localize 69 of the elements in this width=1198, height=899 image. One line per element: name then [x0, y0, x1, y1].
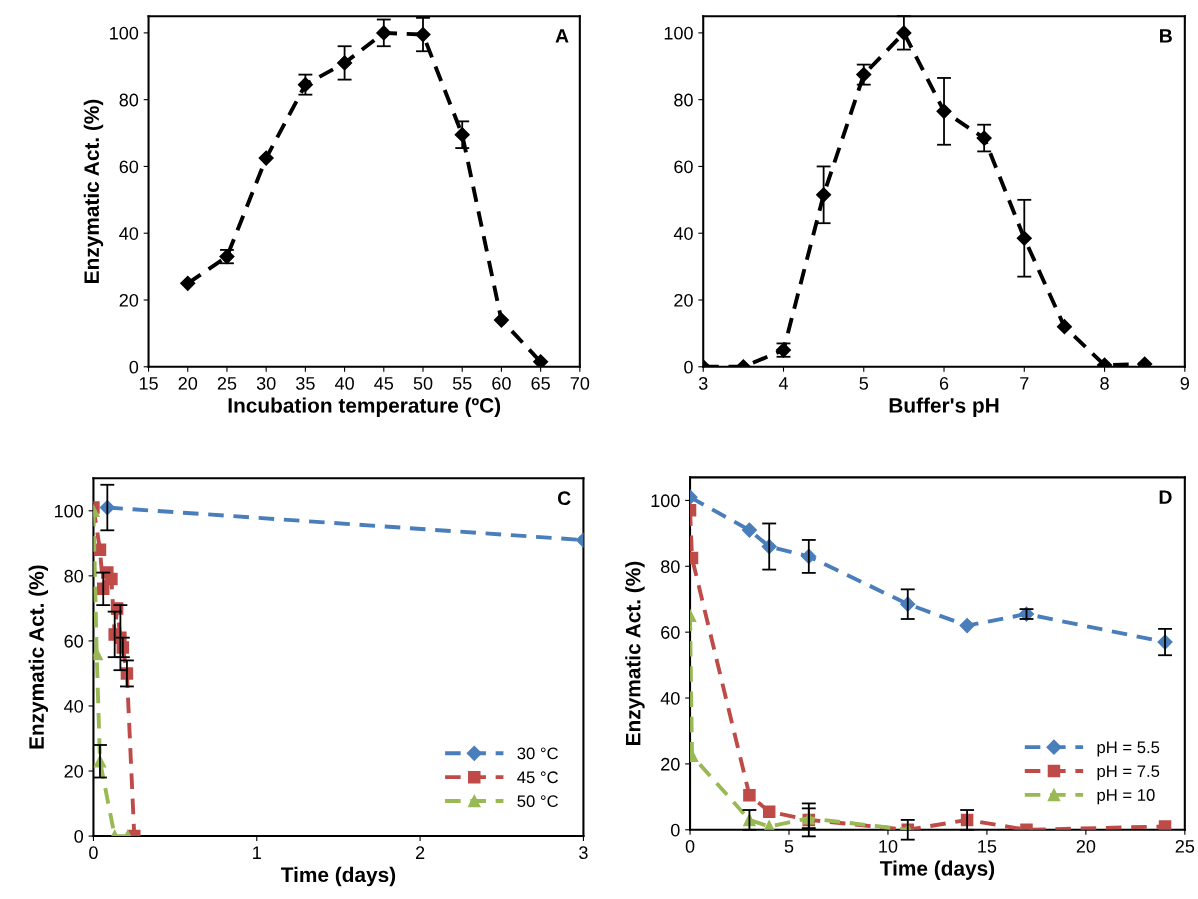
y-tick-label: 60	[674, 160, 693, 174]
y-axis-title: Enzymatic Act. (%)	[83, 99, 104, 283]
x-axis-title: Incubation temperature (ºC)	[228, 397, 501, 417]
legend-label: pH = 7.5	[1097, 765, 1160, 781]
x-tick-label: 8	[1100, 376, 1109, 390]
x-axis-title: Time (days)	[879, 860, 995, 880]
x-tick-label: 70	[570, 376, 590, 390]
legend-label: pH = 5.5	[1097, 741, 1160, 757]
legend-label: 50 °C	[517, 795, 558, 808]
y-tick-label: 20	[674, 293, 693, 307]
annotation: C	[557, 491, 571, 506]
y-tick-label: 80	[674, 93, 693, 107]
legend-label: pH = 10	[1097, 789, 1155, 805]
x-tick-label: 35	[296, 376, 315, 390]
x-tick-label: 2	[415, 846, 425, 859]
x-tick-label: 40	[334, 376, 354, 390]
annotation: B	[1160, 29, 1172, 43]
y-tick-label: 60	[64, 634, 84, 648]
annotation: A	[555, 29, 569, 43]
x-tick-label: 25	[1175, 839, 1195, 853]
y-tick-label: 80	[661, 560, 680, 574]
x-tick-label: 55	[452, 377, 472, 390]
x-tick-label: 65	[531, 376, 550, 390]
x-tick-label: 0	[89, 846, 98, 860]
x-tick-label: 45	[374, 377, 394, 390]
legend-label: 45 °C	[517, 771, 558, 784]
y-tick-label: 40	[64, 699, 84, 713]
x-tick-label: 6	[939, 376, 949, 390]
x-tick-label: 25	[217, 376, 237, 390]
y-tick-label: 0	[74, 830, 84, 843]
x-tick-label: 50	[413, 376, 433, 390]
x-tick-label: 3	[579, 846, 588, 860]
y-tick-label: 100	[110, 26, 139, 40]
y-tick-label: 60	[661, 626, 680, 639]
x-tick-label: 15	[978, 840, 997, 853]
x-tick-label: 4	[778, 377, 788, 390]
x-tick-label: 5	[859, 377, 869, 390]
x-tick-label: 30	[256, 376, 276, 390]
x-tick-label: 15	[139, 377, 158, 390]
x-tick-label: 20	[1076, 839, 1096, 853]
y-tick-label: 80	[119, 93, 139, 107]
x-tick-label: 3	[698, 376, 708, 390]
x-axis-title: Time (days)	[280, 866, 396, 887]
y-tick-label: 20	[119, 293, 139, 307]
y-tick-label: 100	[664, 26, 693, 40]
x-tick-label: 5	[784, 840, 794, 853]
x-axis-title: Buffer's pH	[889, 397, 999, 417]
y-tick-label: 80	[64, 569, 84, 583]
x-tick-label: 20	[178, 376, 198, 390]
y-tick-label: 40	[119, 227, 139, 240]
x-tick-label: 9	[1180, 376, 1189, 390]
y-tick-label: 60	[119, 160, 139, 174]
y-tick-label: 40	[660, 691, 680, 705]
y-tick-label: 0	[670, 823, 680, 837]
y-tick-label: 100	[651, 494, 680, 508]
x-tick-label: 10	[879, 839, 898, 853]
y-tick-label: 20	[64, 764, 84, 778]
y-tick-label: 40	[673, 227, 693, 240]
y-tick-label: 20	[661, 757, 680, 771]
y-axis-title: Enzymatic Act. (%)	[28, 565, 49, 749]
x-tick-label: 7	[1020, 377, 1029, 390]
y-tick-label: 0	[129, 360, 139, 374]
x-tick-label: 60	[492, 376, 511, 390]
y-axis-title: Enzymatic Act. (%)	[625, 561, 645, 745]
y-tick-label: 0	[684, 360, 693, 374]
annotation: D	[1159, 490, 1172, 504]
legend-label: 30 °C	[517, 747, 558, 760]
x-tick-label: 1	[253, 846, 261, 859]
y-tick-label: 100	[54, 504, 84, 518]
